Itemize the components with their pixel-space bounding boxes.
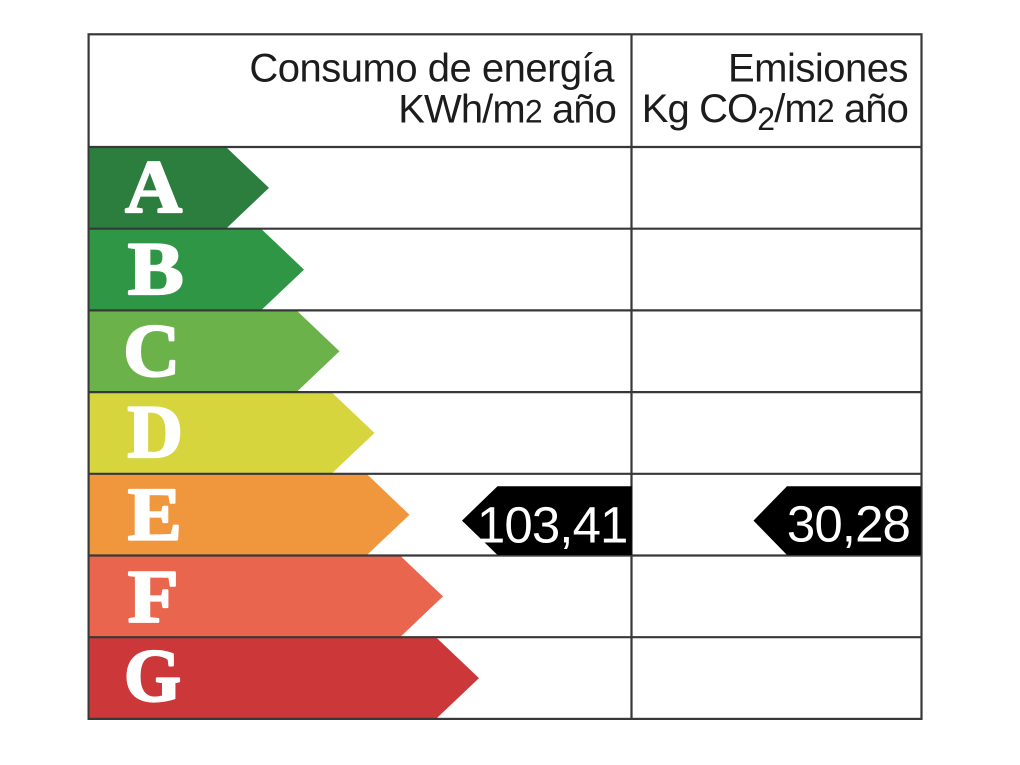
svg-text:Consumo de energía: Consumo de energía xyxy=(249,47,615,91)
svg-text:G: G xyxy=(124,635,181,718)
svg-text:C: C xyxy=(123,309,180,393)
svg-text:B: B xyxy=(128,228,184,311)
svg-text:30,28: 30,28 xyxy=(787,496,910,553)
svg-text:Kg CO2/m2 año: Kg CO2/m2 año xyxy=(642,87,908,137)
svg-text:Emisiones: Emisiones xyxy=(728,46,908,90)
svg-text:F: F xyxy=(128,555,179,638)
svg-text:E: E xyxy=(128,472,182,556)
svg-text:103,41: 103,41 xyxy=(477,497,628,554)
svg-text:KWh/m2 año: KWh/m2 año xyxy=(398,88,616,132)
svg-text:D: D xyxy=(127,391,183,474)
svg-text:A: A xyxy=(125,145,182,229)
